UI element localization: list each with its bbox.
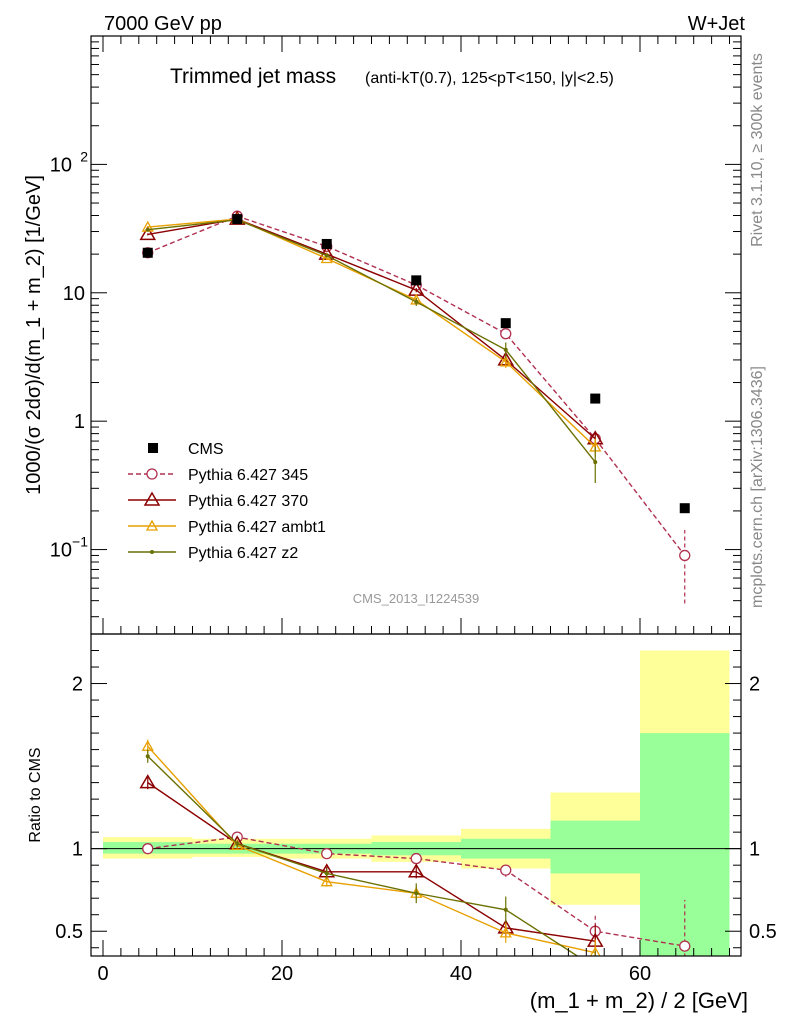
rivet-label: Rivet 3.1.10, ≥ 300k events [749,53,766,247]
upper-data [139,210,691,604]
ratio-point [235,841,240,846]
ratio-y-tick-label-right: 1 [749,839,760,861]
legend-label: Pythia 6.427 345 [188,467,308,484]
ratio-y-ticks: 0.5 0.5 1 1 2 2 [55,650,777,949]
x-tick-label: 0 [97,963,108,985]
upper-line [147,219,596,463]
upper-series-pythia-6-427-z2 [145,217,598,483]
cms-point [321,238,332,249]
upper-panel: Trimmed jet mass (anti-kT(0.7), 125<pT<1… [23,65,614,606]
cms-point [411,275,422,286]
main-title-detail: (anti-kT(0.7), 125<pT<150, |y|<2.5) [365,70,614,87]
ratio-line [147,755,579,956]
lower-data [139,739,691,956]
legend-label: Pythia 6.427 370 [188,493,308,510]
ratio-y-axis-label: Ratio to CMS [27,747,44,842]
ratio-point [410,852,422,865]
cms-point [679,503,690,514]
source-label: mcplots.cern.ch [arXiv:1306.3436] [749,366,766,608]
upper-point [145,227,150,232]
x-axis-label: (m_1 + m_2) / 2 [GeV] [530,988,748,1013]
ratio-y-tick-label-right: 0.5 [749,921,777,943]
ratio-point [499,926,512,938]
upper-point [679,549,691,562]
analysis-id: CMS_2013_I1224539 [353,591,480,606]
upper-point [324,253,329,258]
ratio-point [320,875,333,887]
y-tick-label: 1 [74,411,85,433]
ratio-line [147,782,596,942]
legend-marker [150,550,154,554]
y-tick-exp: −1 [72,534,88,550]
lower-frame [90,633,742,957]
cms-point [142,247,153,258]
ratio-point [324,871,329,876]
upper-point [139,225,157,241]
header-energy: 7000 GeV pp [104,13,222,35]
upper-point [503,347,508,352]
cms-point [590,393,601,404]
ratio-point [589,946,601,956]
main-title: Trimmed jet mass [170,65,336,88]
upper-point [500,328,512,340]
ratio-point [407,863,425,878]
cms-point [500,318,511,329]
ratio-series-pythia-6-427-z2 [145,749,596,956]
y-axis-label: 1000/(σ 2dσ)/d(m_1 + m_2) [1/GeV] [23,175,45,495]
legend-label: Pythia 6.427 z2 [188,545,298,562]
upper-point [593,460,598,465]
header-process: W+Jet [688,13,746,35]
y-tick-label: 10 [63,283,85,305]
ratio-point [321,847,333,860]
legend-label: Pythia 6.427 ambt1 [188,519,326,536]
ratio-y-tick-label: 1 [72,839,83,861]
band-green-5 [550,820,640,874]
ratio-point [679,940,691,952]
ratio-point [145,754,150,759]
x-ticks: 0 20 40 60 [97,36,730,985]
legend-marker [146,468,158,480]
ratio-point [503,907,508,912]
ratio-point [142,843,154,855]
legend: CMS Pythia 6.427 345 Pythia 6.427 370 Pythi… [128,441,326,562]
ratio-point [500,864,512,876]
lower-panel: Ratio to CMS (m_1 + m_2) / 2 [GeV] [27,747,748,1013]
y-tick-exp: 2 [80,148,88,164]
cms-point [232,214,243,225]
x-tick-label: 20 [271,963,293,985]
ratio-y-tick-label: 2 [72,674,83,696]
ratio-y-tick-label: 0.5 [55,921,83,943]
band-green-6 [640,733,730,956]
legend-marker [145,519,159,531]
ratio-y-tick-label-right: 2 [749,674,760,696]
upper-point [499,355,512,367]
y-tick-label: 10 [50,540,72,562]
legend-marker-cms [148,443,158,453]
y-tick-label: 10 [50,154,72,176]
ratio-point [139,774,157,789]
x-tick-label: 60 [629,963,651,985]
ratio-point [414,891,419,896]
x-tick-label: 40 [450,963,472,985]
legend-label-cms: CMS [188,441,224,458]
ratio-point [228,835,246,850]
legend-marker [143,491,161,506]
upper-point [414,299,419,304]
upper-point [320,252,333,264]
